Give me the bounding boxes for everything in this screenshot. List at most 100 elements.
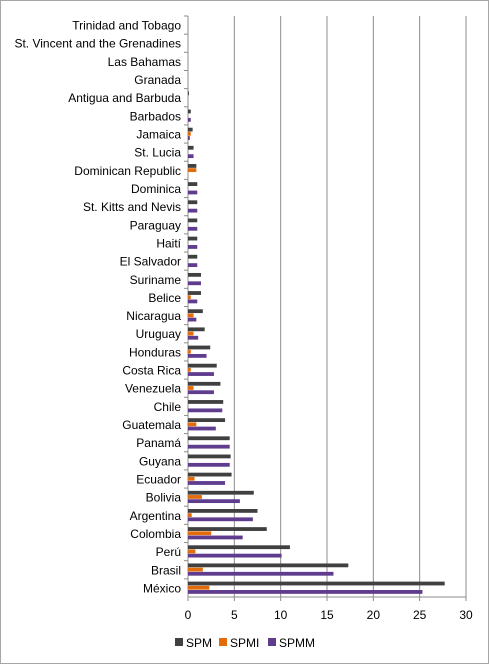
bar-spmm bbox=[188, 481, 226, 485]
legend-swatch-spmm bbox=[268, 638, 276, 646]
bar-spmm bbox=[188, 426, 216, 431]
bar-spm bbox=[188, 490, 254, 495]
y-tick-label: Venezuela bbox=[125, 382, 181, 396]
bar-spmi bbox=[188, 513, 192, 517]
bar-spmm bbox=[188, 335, 199, 340]
bar-spm bbox=[188, 581, 445, 586]
y-tick-label: Guatemala bbox=[122, 418, 181, 432]
bar-spmm bbox=[188, 117, 191, 122]
bar-spmm bbox=[188, 299, 198, 304]
y-tick-label: Barbados bbox=[130, 109, 181, 123]
bar-spm bbox=[188, 454, 231, 459]
bar-spmm bbox=[188, 190, 198, 195]
y-tick-label: Dominican Republic bbox=[74, 164, 181, 178]
bar-spmi bbox=[188, 367, 191, 372]
bar-spm bbox=[188, 291, 201, 295]
bar-spm bbox=[188, 200, 198, 205]
x-tick-label: 10 bbox=[274, 608, 288, 622]
bar-spmi bbox=[188, 131, 191, 136]
bar-spmi bbox=[188, 476, 195, 481]
y-tick-label: Costa Rica bbox=[122, 364, 181, 378]
bar-spmm bbox=[188, 245, 198, 249]
legend-swatch-spm bbox=[175, 638, 183, 646]
bar-spmm bbox=[188, 390, 214, 395]
legend-swatch-spmi bbox=[219, 638, 227, 646]
bar-spmm bbox=[188, 208, 198, 213]
bar-spm bbox=[188, 363, 217, 368]
y-tick-label: Bolivia bbox=[146, 491, 182, 505]
bar-spm bbox=[188, 527, 267, 531]
bar-spm bbox=[188, 327, 205, 332]
bar-spmi bbox=[188, 549, 196, 554]
bar-spmi bbox=[188, 168, 197, 173]
bar-spmi bbox=[188, 349, 191, 354]
bar-spmm bbox=[188, 263, 198, 268]
y-tick-label: Uruguay bbox=[136, 327, 181, 341]
bar-spmi bbox=[188, 386, 194, 390]
bar-spm bbox=[188, 345, 211, 350]
x-tick-label: 0 bbox=[185, 608, 192, 622]
bar-spm bbox=[188, 400, 224, 404]
y-tick-label: Guyana bbox=[139, 454, 181, 468]
bar-spm bbox=[188, 254, 198, 259]
y-tick-label: Antigua and Barbuda bbox=[68, 91, 181, 105]
y-tick-label: México bbox=[143, 581, 181, 595]
bar-spm bbox=[188, 109, 191, 114]
bar-spmi bbox=[188, 313, 194, 318]
bar-spmi bbox=[188, 495, 202, 499]
bar-spm bbox=[188, 563, 349, 568]
x-tick-label: 25 bbox=[413, 608, 427, 622]
bar-spm bbox=[188, 145, 194, 150]
bar-spm bbox=[188, 309, 203, 314]
y-tick-label: St. Lucia bbox=[134, 146, 181, 160]
bar-spm bbox=[188, 236, 198, 241]
bar-spmi bbox=[188, 531, 212, 536]
bar-spm bbox=[188, 218, 198, 223]
bar-spmm bbox=[188, 226, 198, 231]
bar-spm bbox=[188, 127, 193, 132]
legend-label: SPM bbox=[186, 636, 212, 650]
bar-spmm bbox=[188, 571, 334, 576]
y-tick-label: Belice bbox=[148, 291, 181, 305]
bar-spmi bbox=[188, 331, 194, 336]
y-tick-label: Haití bbox=[156, 236, 181, 250]
bar-spmm bbox=[188, 372, 214, 376]
legend-label: SPMM bbox=[279, 636, 315, 650]
x-tick-label: 20 bbox=[367, 608, 381, 622]
x-tick-label: 5 bbox=[231, 608, 238, 622]
bar-spm bbox=[188, 545, 290, 550]
bar-spmi bbox=[188, 585, 210, 590]
bar-spmm bbox=[188, 353, 207, 358]
y-tick-label: Paraguay bbox=[130, 218, 181, 232]
bar-spmm bbox=[188, 535, 243, 540]
y-tick-label: Las Bahamas bbox=[108, 55, 181, 69]
x-tick-label: 30 bbox=[459, 608, 473, 622]
y-tick-label: Argentina bbox=[130, 509, 182, 523]
bar-spm bbox=[188, 272, 201, 277]
y-tick-label: Suriname bbox=[130, 273, 182, 287]
y-tick-label: Chile bbox=[154, 400, 182, 414]
y-tick-label: Perú bbox=[156, 545, 181, 559]
bar-spm bbox=[188, 472, 232, 477]
y-tick-label: Granada bbox=[134, 73, 181, 87]
y-tick-label: Ecuador bbox=[136, 472, 181, 486]
bar-spmm bbox=[188, 281, 201, 286]
x-tick-label: 15 bbox=[320, 608, 334, 622]
bar-spmm bbox=[188, 408, 223, 413]
bar-spmm bbox=[188, 136, 190, 140]
bar-spm bbox=[188, 381, 221, 386]
bar-spmm bbox=[188, 590, 423, 594]
y-tick-label: Colombia bbox=[130, 527, 181, 541]
bar-spm bbox=[188, 436, 230, 441]
y-tick-label: Nicaragua bbox=[126, 309, 181, 323]
bar-spmm bbox=[188, 462, 230, 467]
bar-spmm bbox=[188, 154, 194, 159]
bar-spmm bbox=[188, 444, 230, 449]
y-tick-label: El Salvador bbox=[120, 255, 181, 269]
bar-spmm bbox=[188, 499, 240, 504]
y-tick-label: Dominica bbox=[131, 182, 181, 196]
bar-spmi bbox=[188, 567, 203, 572]
bar-spmm bbox=[188, 553, 282, 558]
